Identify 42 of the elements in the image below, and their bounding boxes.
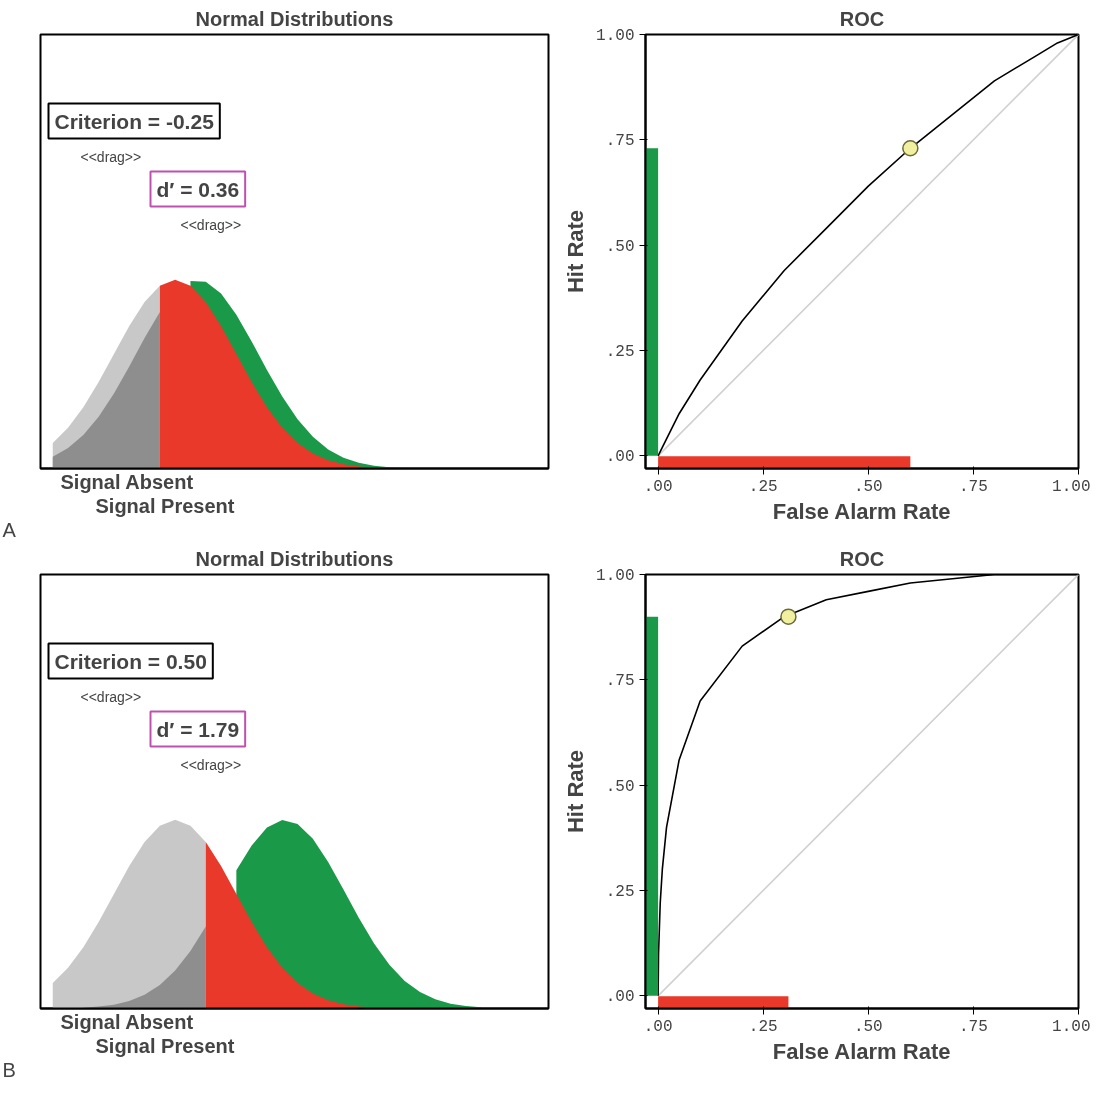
- text: <<drag>>: [80, 148, 142, 165]
- y-tick-label: 1.00: [596, 27, 635, 45]
- chart-title: ROC: [839, 7, 885, 30]
- text: d′ = 0.36: [156, 177, 240, 201]
- text: Signal Present: [95, 1034, 235, 1057]
- x-tick-label: .75: [959, 477, 988, 496]
- text: <<drag>>: [180, 216, 242, 233]
- y-axis-title: Hit Rate: [563, 749, 589, 834]
- x-tick-label: .50: [853, 477, 883, 496]
- chart-title: Normal Distributions: [195, 7, 394, 30]
- text: A: [2, 518, 17, 541]
- y-tick-label: .00: [605, 988, 635, 1007]
- x-tick-label: .50: [853, 1017, 883, 1036]
- chart-title: Normal Distributions: [195, 547, 394, 570]
- y-tick-label: .00: [605, 448, 635, 467]
- y-tick-label: 1.00: [596, 567, 635, 585]
- x-axis-title: False Alarm Rate: [772, 1038, 951, 1064]
- text: Criterion = -0.25: [54, 109, 215, 133]
- text: Signal Present: [95, 494, 235, 517]
- text: <<drag>>: [80, 688, 142, 705]
- y-axis-title: Hit Rate: [563, 209, 589, 294]
- x-tick-label: 1.00: [1052, 1017, 1091, 1036]
- x-tick-label: .00: [643, 1017, 673, 1036]
- text: Signal Absent: [60, 1010, 194, 1033]
- x-axis-title: False Alarm Rate: [772, 498, 951, 524]
- y-tick-label: .50: [605, 237, 635, 256]
- text: d′ = 1.79: [156, 717, 240, 741]
- y-tick-label: .50: [605, 777, 635, 796]
- y-tick-label: .75: [605, 132, 635, 151]
- text: B: [2, 1058, 16, 1081]
- x-tick-label: 1.00: [1052, 477, 1091, 496]
- x-tick-label: .25: [748, 1017, 778, 1036]
- text: <<drag>>: [180, 756, 242, 773]
- x-tick-label: .00: [643, 477, 673, 496]
- text: Signal Absent: [60, 470, 194, 493]
- x-tick-label: .25: [748, 477, 778, 496]
- y-tick-label: .75: [605, 672, 635, 691]
- y-tick-label: .25: [605, 343, 635, 362]
- y-tick-label: .25: [605, 883, 635, 902]
- text: Criterion = 0.50: [54, 649, 207, 673]
- chart-title: ROC: [839, 547, 885, 570]
- x-tick-label: .75: [959, 1017, 988, 1036]
